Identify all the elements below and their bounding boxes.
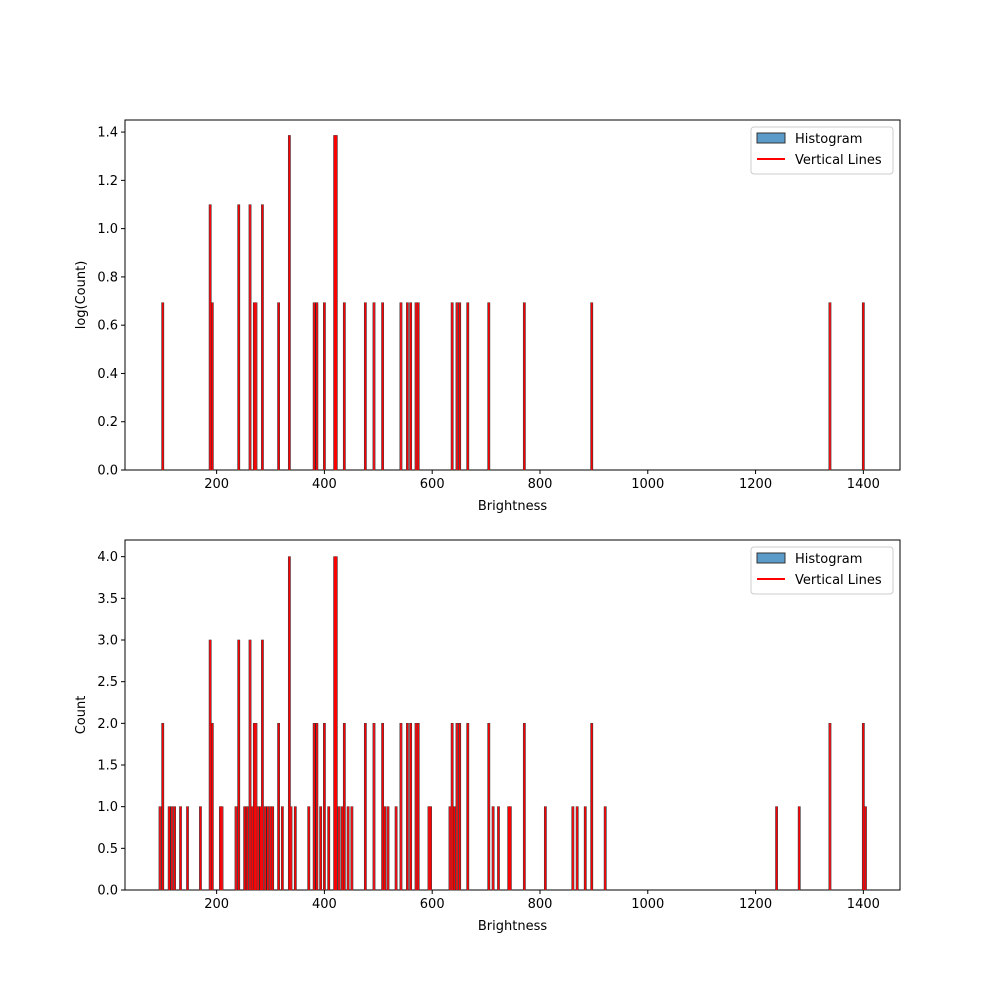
x-tick-label: 1200	[739, 897, 772, 912]
x-ticks: 200 400 600 800 1000 1200 1400	[204, 890, 880, 912]
bottom-chart: 200 400 600 800 1000 1200 1400 0.0 0.5 1.0 1.5 2.0…	[74, 539, 901, 934]
x-tick-label: 400	[312, 897, 337, 912]
y-tick-label: 1.2	[97, 174, 118, 189]
x-ticks: 200 400 600 800 1000 1200 1400	[204, 470, 880, 492]
x-tick-label: 800	[528, 897, 553, 912]
y-tick-label: 1.5	[97, 759, 118, 774]
y-tick-label: 4.0	[97, 550, 118, 565]
y-tick-label: 0.4	[97, 367, 118, 382]
y-ticks: 0.0 0.5 1.0 1.5 2.0 2.5 3.0 3.5 4.0	[97, 550, 125, 899]
y-tick-label: 0.0	[97, 884, 118, 899]
y-tick-label: 1.4	[97, 126, 118, 141]
vertical-lines	[161, 135, 865, 470]
legend: Histogram Vertical Lines	[750, 126, 894, 175]
x-tick-label: 1400	[847, 477, 880, 492]
x-tick-label: 600	[420, 477, 445, 492]
y-tick-label: 0.8	[97, 270, 118, 285]
y-tick-label: 1.0	[97, 800, 118, 815]
y-axis-label: log(Count)	[74, 261, 89, 330]
legend-box	[750, 546, 894, 595]
x-tick-label: 1200	[739, 477, 772, 492]
x-tick-label: 600	[420, 897, 445, 912]
vertical-lines	[159, 556, 867, 890]
legend-histogram-label: Histogram	[795, 552, 862, 567]
y-tick-label: 0.2	[97, 415, 118, 430]
axes-frame	[124, 539, 901, 891]
y-tick-label: 1.0	[97, 222, 118, 237]
legend-lines-label: Vertical Lines	[795, 573, 882, 588]
x-axis-label: Brightness	[478, 499, 547, 514]
x-axis-label: Brightness	[478, 919, 547, 934]
y-tick-label: 2.5	[97, 675, 118, 690]
y-axis-label: Count	[74, 696, 89, 735]
legend-histogram-label: Histogram	[795, 132, 862, 147]
y-tick-label: 3.0	[97, 634, 118, 649]
x-tick-label: 200	[204, 477, 229, 492]
x-tick-label: 400	[312, 477, 337, 492]
y-tick-label: 0.5	[97, 842, 118, 857]
legend-box	[750, 126, 894, 175]
top-chart: 200 400 600 800 1000 1200 1400 0.0 0.2 0.4 0.6 0.8…	[74, 119, 901, 514]
y-tick-label: 2.0	[97, 717, 118, 732]
x-tick-label: 800	[528, 477, 553, 492]
x-tick-label: 1400	[847, 897, 880, 912]
y-tick-label: 0.6	[97, 319, 118, 334]
x-tick-label: 1000	[631, 897, 664, 912]
y-ticks: 0.0 0.2 0.4 0.6 0.8 1.0 1.2 1.4	[97, 126, 125, 479]
y-tick-label: 3.5	[97, 592, 118, 607]
axes-frame	[124, 119, 901, 471]
y-tick-label: 0.0	[97, 464, 118, 479]
legend-histogram-swatch	[756, 132, 786, 144]
x-tick-label: 1000	[631, 477, 664, 492]
x-tick-label: 200	[204, 897, 229, 912]
legend-histogram-swatch	[756, 552, 786, 564]
legend-lines-label: Vertical Lines	[795, 153, 882, 168]
legend: Histogram Vertical Lines	[750, 546, 894, 595]
